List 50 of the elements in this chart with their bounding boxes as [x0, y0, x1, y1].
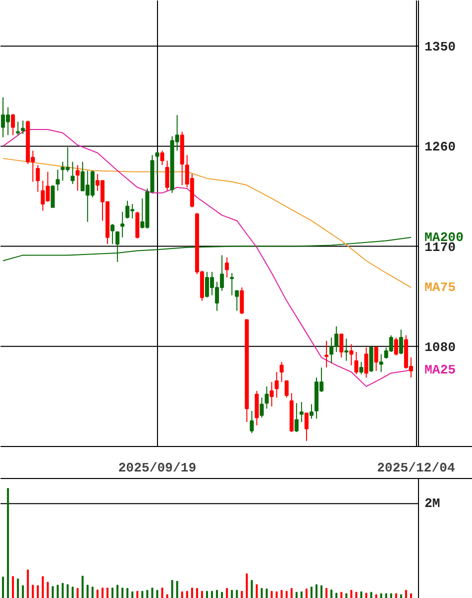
candlestick [56, 169, 60, 192]
candlestick [10, 113, 15, 136]
candlestick [270, 381, 274, 407]
candlestick [339, 334, 344, 358]
candlestick [310, 404, 314, 420]
candlestick [224, 256, 229, 278]
candlestick [280, 361, 284, 382]
x-tick-label: 2025/12/04 [377, 460, 456, 476]
line-series [2, 158, 412, 288]
candlestick [359, 361, 364, 375]
candlestick [349, 344, 354, 366]
candlestick [110, 224, 114, 245]
candlestick [260, 397, 264, 418]
candlestick [369, 347, 374, 372]
candlestick [16, 121, 20, 136]
candlestick [70, 161, 75, 185]
candlestick [379, 354, 384, 372]
candlestick [300, 402, 304, 423]
y-tick-label: 2M [424, 496, 440, 512]
candlestick [399, 329, 404, 355]
candlestick [284, 380, 289, 398]
candlestick [274, 371, 279, 398]
line-series [2, 129, 412, 387]
candlestick [76, 164, 80, 192]
candlestick [160, 150, 164, 166]
y-tick-label: 1260 [424, 140, 456, 155]
candlestick [354, 351, 358, 375]
candlestick [254, 390, 259, 426]
candlestick [374, 346, 378, 372]
candlestick [120, 211, 124, 238]
candlestick [264, 386, 269, 410]
candlestick [304, 412, 309, 442]
line-series [2, 236, 412, 262]
series-label: MA75 [424, 280, 456, 295]
candlestick [230, 272, 234, 296]
candlestick [50, 184, 55, 208]
candlestick [36, 164, 40, 192]
candlestick [240, 286, 244, 315]
x-tick-label: 2025/09/19 [118, 460, 196, 476]
series-label: MA25 [424, 362, 456, 378]
candlestick [294, 402, 299, 433]
y-tick-label: 1080 [424, 340, 456, 355]
candlestick [165, 160, 170, 192]
y-tick-label: 1350 [424, 40, 456, 55]
candlestick [344, 338, 348, 362]
candlestick [324, 340, 328, 368]
candlestick [250, 410, 254, 434]
candlestick [394, 337, 398, 356]
candlestick [20, 120, 25, 134]
candlestick [234, 290, 239, 312]
